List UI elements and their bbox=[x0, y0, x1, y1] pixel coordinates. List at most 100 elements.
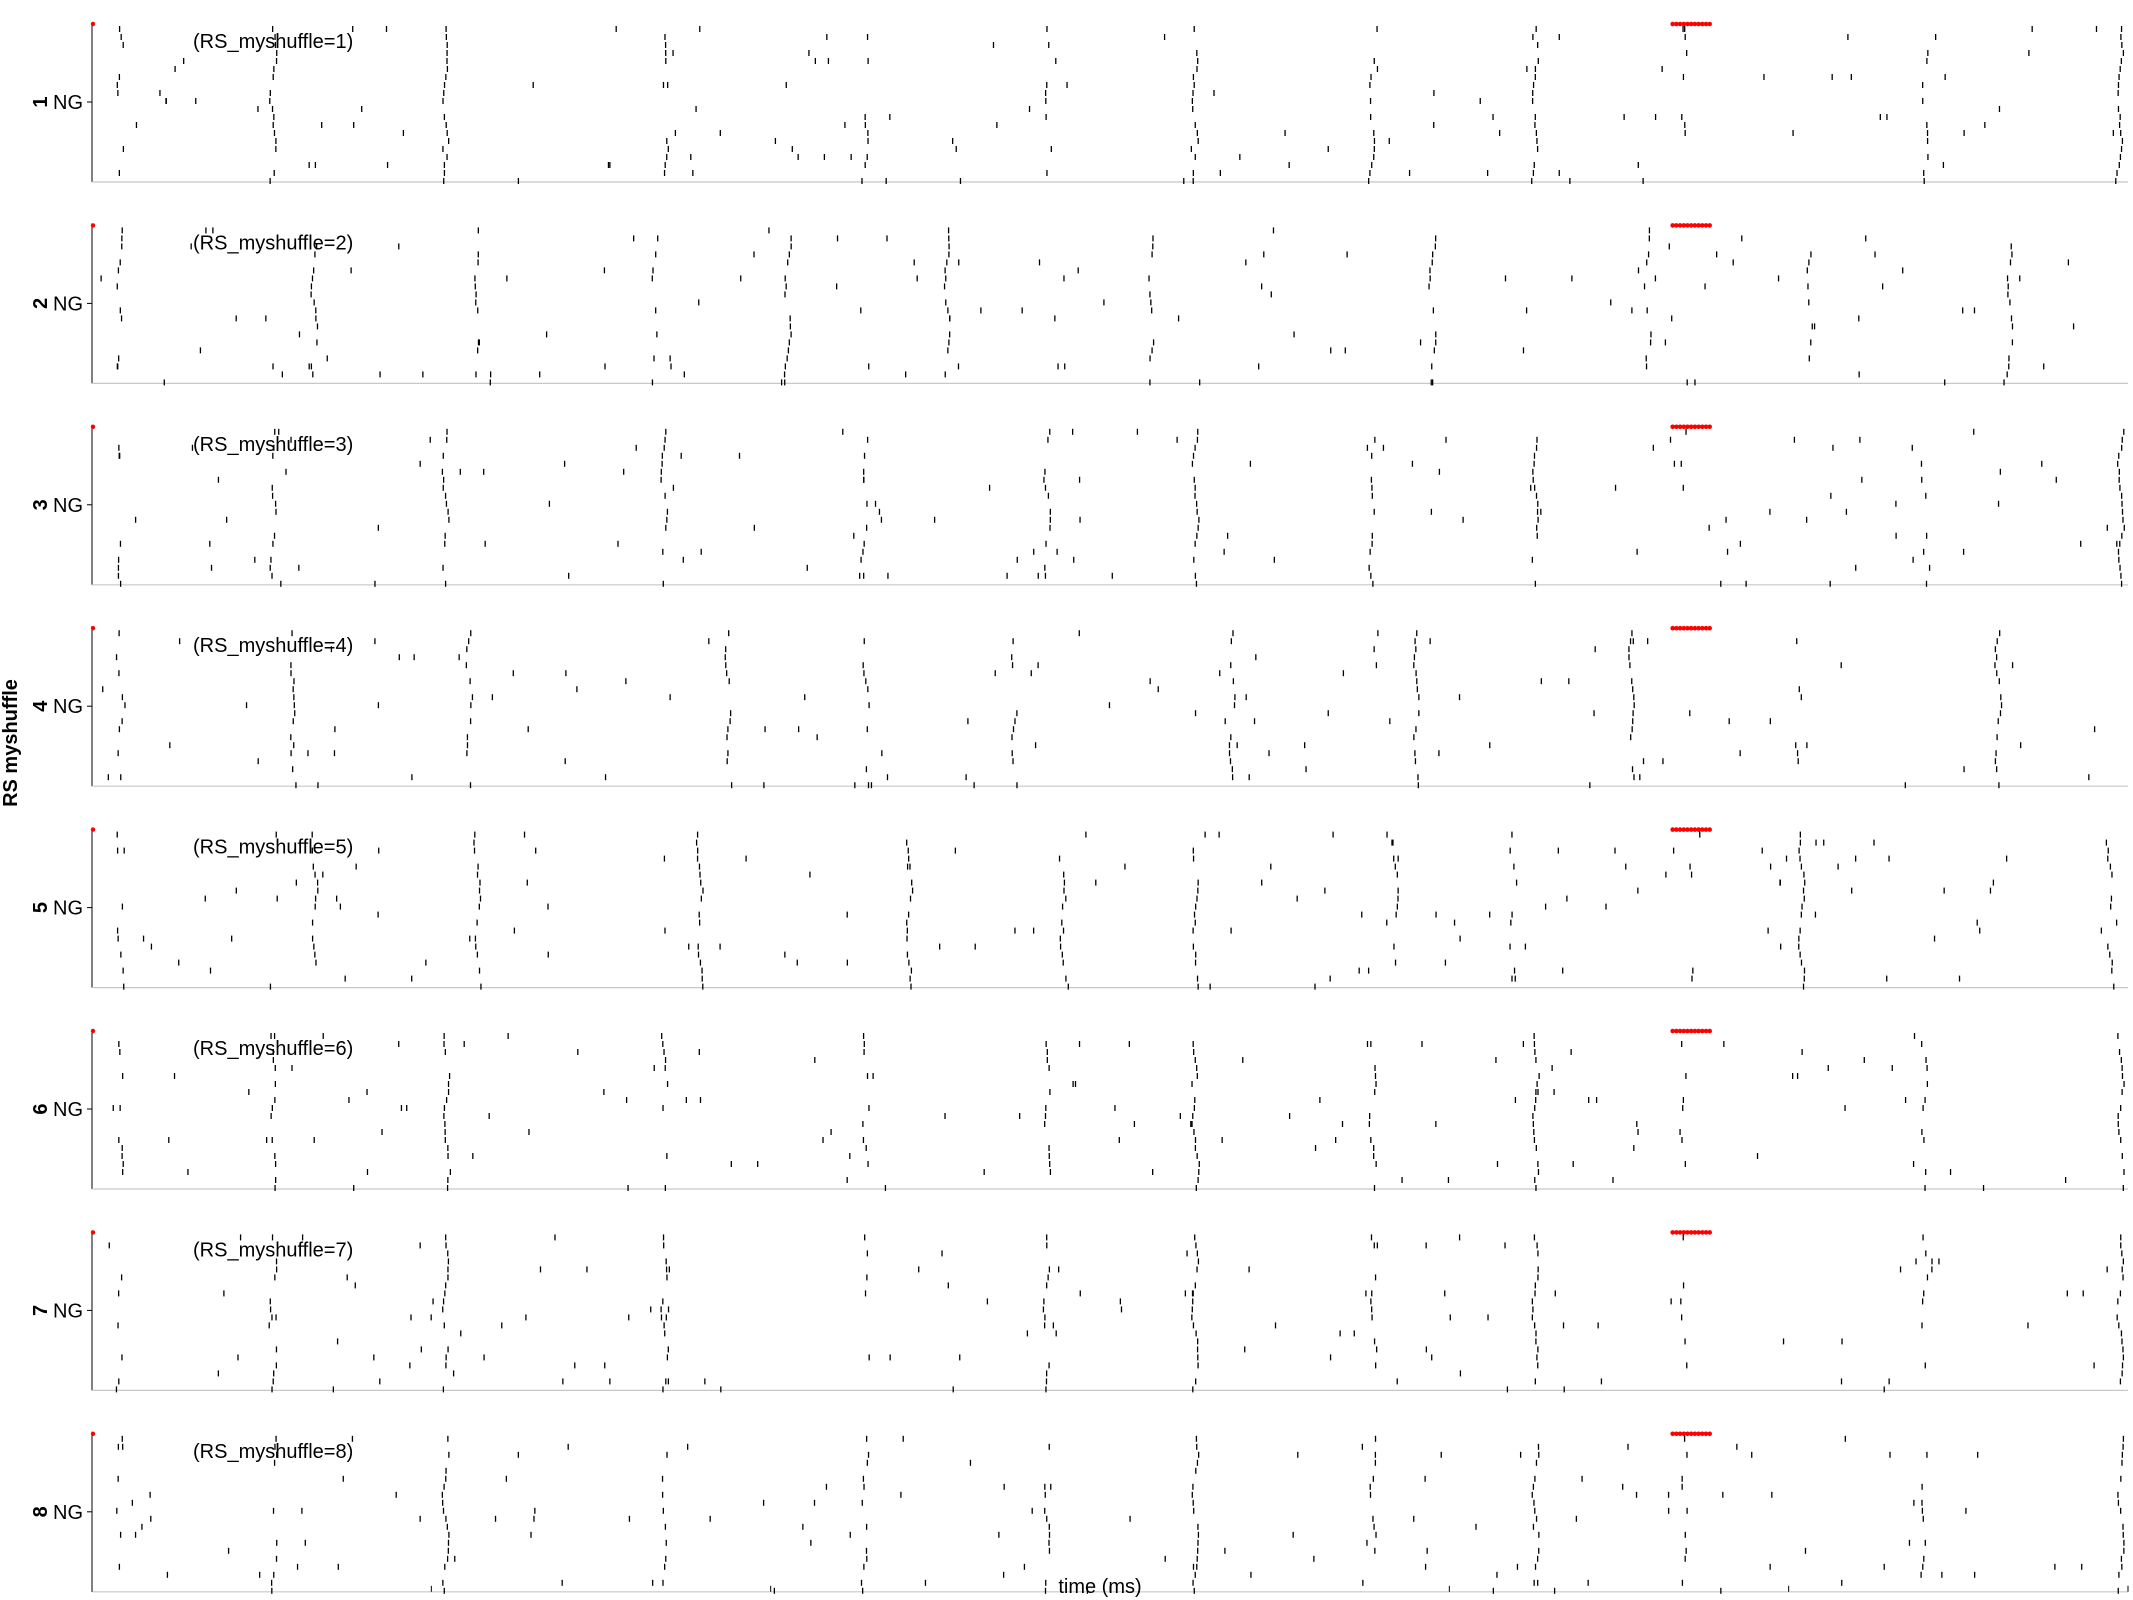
panel-index-label: 1 bbox=[30, 96, 52, 107]
panels-group: NG1(RS_myshuffle=1)NG2(RS_myshuffle=2)NG… bbox=[30, 21, 2128, 1594]
raster-panel: NG3 (RS_myshuffle=3) bbox=[30, 424, 2128, 587]
panel-title: (RS_myshuffle=5) bbox=[193, 837, 353, 859]
event-marker bbox=[1692, 625, 1698, 631]
ng-tick-label: NG bbox=[53, 293, 83, 315]
panel-index-label: 2 bbox=[30, 298, 52, 309]
event-marker bbox=[1685, 827, 1690, 832]
event-marker bbox=[1699, 625, 1705, 631]
event-marker bbox=[1677, 625, 1683, 631]
event-marker bbox=[1692, 1028, 1698, 1034]
ng-tick-label: NG bbox=[53, 898, 83, 920]
event-marker bbox=[1692, 424, 1698, 430]
start-marker bbox=[90, 827, 96, 832]
event-marker bbox=[1677, 223, 1683, 228]
event-marker bbox=[1707, 223, 1712, 228]
event-marker bbox=[1699, 1431, 1705, 1437]
event-marker bbox=[1699, 424, 1705, 430]
event-marker bbox=[1707, 1230, 1712, 1235]
event-marker bbox=[1677, 1028, 1683, 1034]
event-marker bbox=[1681, 223, 1687, 228]
event-marker bbox=[1688, 1431, 1694, 1437]
ng-tick-label: NG bbox=[53, 1502, 83, 1524]
event-marker bbox=[1677, 1431, 1683, 1437]
event-marker bbox=[1696, 21, 1701, 27]
event-marker bbox=[1670, 827, 1675, 832]
event-marker bbox=[1696, 1028, 1701, 1034]
event-marker bbox=[1692, 1431, 1698, 1437]
event-marker bbox=[1685, 625, 1690, 631]
start-marker bbox=[90, 1028, 96, 1034]
event-marker bbox=[1707, 625, 1712, 631]
event-marker bbox=[1674, 827, 1679, 832]
event-marker bbox=[1677, 424, 1683, 430]
event-marker bbox=[1685, 1431, 1690, 1437]
y-axis-label: RS myshuffle bbox=[0, 679, 22, 807]
panel-title: (RS_myshuffle=3) bbox=[193, 434, 353, 456]
event-marker bbox=[1703, 827, 1709, 832]
event-marker bbox=[1696, 625, 1701, 631]
raster-panel: NG2 (RS_myshuffle=2) bbox=[30, 223, 2128, 386]
panel-title: (RS_myshuffle=2) bbox=[193, 232, 353, 254]
start-marker bbox=[90, 21, 96, 27]
event-marker bbox=[1685, 1230, 1690, 1235]
ng-tick-label: NG bbox=[53, 1099, 83, 1121]
event-marker bbox=[1674, 223, 1679, 228]
start-marker bbox=[90, 424, 96, 429]
panel-index-label: 7 bbox=[30, 1305, 52, 1316]
event-marker bbox=[1696, 424, 1701, 430]
event-marker bbox=[1688, 1028, 1694, 1034]
event-marker bbox=[1699, 1230, 1705, 1235]
event-marker bbox=[1699, 21, 1705, 27]
ng-tick-label: NG bbox=[53, 495, 83, 517]
event-marker bbox=[1699, 827, 1705, 832]
event-marker bbox=[1681, 424, 1687, 430]
event-marker bbox=[1674, 1028, 1679, 1034]
event-marker bbox=[1677, 21, 1683, 27]
event-marker bbox=[1681, 1230, 1687, 1235]
event-marker bbox=[1703, 1431, 1709, 1437]
event-marker bbox=[1696, 1230, 1701, 1235]
start-marker bbox=[90, 1431, 96, 1437]
event-marker bbox=[1677, 1230, 1683, 1235]
event-marker bbox=[1681, 1431, 1687, 1437]
raster-panel: NG1 (RS_myshuffle=1) bbox=[30, 21, 2128, 184]
event-marker bbox=[1674, 1431, 1679, 1437]
event-marker bbox=[1685, 1028, 1690, 1034]
event-marker bbox=[1670, 223, 1675, 228]
event-marker bbox=[1703, 21, 1709, 27]
raster-panel: NG5 (RS_myshuffle=5) bbox=[30, 827, 2128, 990]
event-marker bbox=[1674, 625, 1679, 631]
event-marker bbox=[1681, 1028, 1687, 1034]
event-marker bbox=[1703, 625, 1709, 631]
panel-index-label: 3 bbox=[30, 499, 52, 510]
event-marker bbox=[1688, 223, 1694, 228]
event-marker bbox=[1685, 424, 1690, 430]
panel-index-label: 8 bbox=[30, 1506, 52, 1517]
event-marker bbox=[1696, 223, 1701, 228]
event-marker bbox=[1692, 21, 1698, 27]
event-marker bbox=[1670, 1230, 1675, 1235]
event-marker bbox=[1703, 1230, 1709, 1235]
start-marker bbox=[90, 626, 96, 631]
start-marker bbox=[90, 223, 96, 228]
event-marker bbox=[1685, 223, 1690, 228]
event-marker bbox=[1674, 424, 1679, 430]
x-axis-label: time (ms) bbox=[1058, 1576, 1141, 1598]
event-marker bbox=[1670, 1028, 1675, 1034]
panel-index-label: 4 bbox=[30, 700, 52, 712]
event-marker bbox=[1703, 223, 1709, 228]
event-marker bbox=[1670, 21, 1675, 27]
event-marker bbox=[1692, 1230, 1698, 1235]
event-marker bbox=[1670, 625, 1675, 631]
panel-title: (RS_myshuffle=7) bbox=[193, 1239, 353, 1261]
raster-panel: NG8 (RS_myshuffle=8) bbox=[30, 1431, 2128, 1594]
event-marker bbox=[1703, 1028, 1709, 1034]
event-marker bbox=[1681, 21, 1687, 27]
event-marker bbox=[1688, 21, 1694, 27]
event-marker bbox=[1692, 223, 1698, 228]
ng-tick-label: NG bbox=[53, 92, 83, 114]
event-marker bbox=[1677, 827, 1683, 832]
panel-title: (RS_myshuffle=1) bbox=[193, 31, 353, 53]
event-marker bbox=[1688, 625, 1694, 631]
